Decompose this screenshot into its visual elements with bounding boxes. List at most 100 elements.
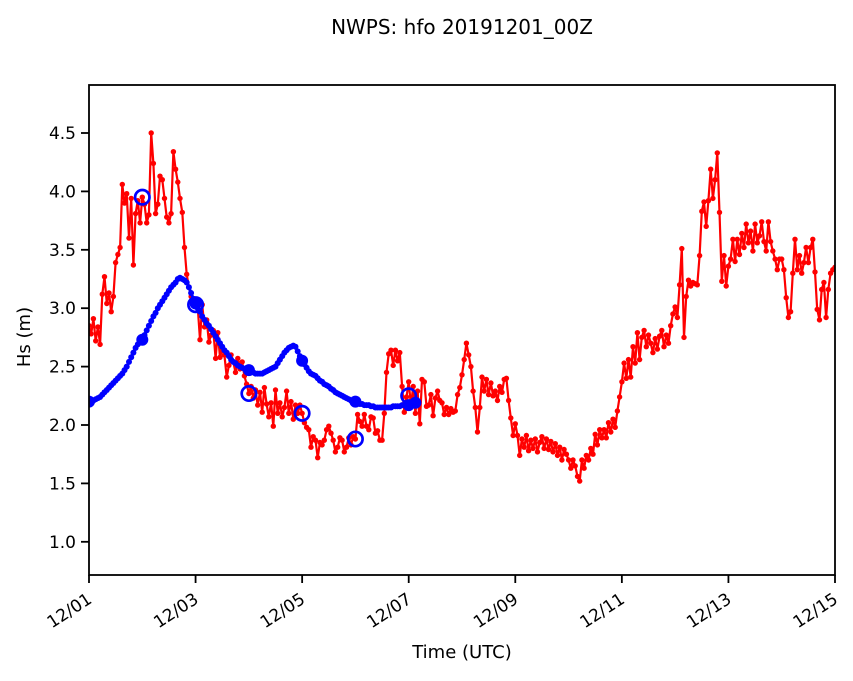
- observed-hs-point: [255, 402, 261, 408]
- observed-hs-point: [514, 432, 521, 439]
- y-tick-label: 4.0: [49, 182, 76, 202]
- observed-hs-point: [474, 429, 481, 435]
- observed-hs-point: [470, 388, 476, 394]
- observed-hs-point: [763, 248, 769, 254]
- observed-hs-point: [714, 150, 720, 156]
- observed-hs-point: [779, 256, 785, 262]
- model-daily-dot: [89, 395, 95, 408]
- model-hs-point: [148, 318, 155, 324]
- observed-hs-point: [674, 314, 681, 321]
- observed-hs-point: [665, 340, 672, 346]
- observed-hs-point: [787, 309, 794, 315]
- observed-hs-point: [485, 391, 492, 398]
- observed-hs-point: [794, 267, 800, 273]
- observed-hs-point: [710, 195, 716, 202]
- observed-hs-point: [161, 195, 168, 202]
- observed-hs-point: [592, 431, 598, 437]
- observed-hs-point: [712, 177, 718, 183]
- observed-hs-point: [570, 457, 576, 463]
- observed-hs-point: [288, 398, 294, 405]
- observed-hs-point: [548, 438, 554, 445]
- observed-hs-point: [388, 347, 394, 353]
- observed-hs-point: [730, 236, 736, 242]
- observed-hs-point: [374, 428, 381, 434]
- observed-hs-point: [97, 341, 103, 348]
- observed-hs-point: [661, 344, 667, 350]
- observed-hs-point: [452, 408, 458, 414]
- observed-hs-point: [825, 286, 831, 293]
- observed-hs-point: [428, 391, 434, 398]
- observed-hs-point: [541, 445, 547, 452]
- y-tick-label: 3.5: [49, 241, 76, 261]
- observed-hs-point: [148, 130, 154, 136]
- observed-hs-point: [819, 286, 825, 293]
- observed-hs-point: [508, 415, 514, 421]
- observed-hs-point: [479, 374, 485, 380]
- observed-hs-point: [466, 352, 472, 358]
- observed-hs-point: [206, 339, 212, 345]
- observed-hs-point: [821, 279, 827, 286]
- observed-hs-point: [634, 330, 641, 336]
- observed-hs-point: [343, 444, 350, 450]
- observed-hs-point: [747, 228, 754, 234]
- observed-hs-point: [461, 356, 467, 363]
- observed-hs-point: [503, 375, 510, 381]
- observed-hs-point: [283, 388, 290, 394]
- observed-hs-point: [459, 372, 465, 378]
- observed-hs-point: [752, 221, 758, 227]
- observed-hs-point: [299, 410, 305, 416]
- observed-hs-point: [177, 195, 183, 202]
- observed-hs-point: [759, 219, 765, 225]
- observed-hs-point: [412, 410, 419, 416]
- observed-hs-point: [741, 244, 747, 251]
- observed-hs-point: [796, 252, 803, 259]
- observed-hs-point: [89, 331, 94, 337]
- y-tick-label: 2.0: [49, 416, 76, 436]
- observed-hs-point: [124, 191, 130, 197]
- observed-hs-point: [306, 427, 312, 433]
- model-hs-point: [188, 290, 195, 296]
- observed-hs-point: [272, 387, 279, 393]
- observed-hs-point: [266, 414, 272, 420]
- observed-hs-point: [792, 236, 798, 242]
- observed-hs-point: [719, 278, 725, 284]
- observed-hs-point: [734, 236, 740, 242]
- observed-hs-point: [172, 166, 179, 172]
- observed-hs-point: [261, 384, 268, 391]
- observed-hs-point: [150, 160, 157, 167]
- model-hs-point: [183, 279, 190, 286]
- x-axis-label: Time (UTC): [411, 642, 512, 663]
- observed-hs-point: [115, 251, 121, 258]
- observed-hs-point: [807, 244, 814, 251]
- observed-hs-point: [166, 220, 172, 226]
- observed-hs-point: [439, 400, 445, 406]
- observed-hs-point: [754, 240, 760, 246]
- observed-hs-point: [370, 415, 376, 421]
- observed-hs-point: [619, 379, 625, 385]
- observed-hs-point: [801, 259, 807, 266]
- observed-hs-point: [359, 423, 365, 429]
- observed-hs-point: [226, 362, 232, 369]
- observed-hs-point: [319, 442, 325, 448]
- observed-hs-point: [805, 259, 812, 266]
- observed-hs-point: [483, 376, 490, 383]
- observed-hs-point: [648, 340, 654, 346]
- observed-hs-point: [505, 397, 512, 404]
- model-hs-point: [126, 358, 132, 365]
- observed-hs-point: [119, 181, 126, 188]
- observed-hs-point: [170, 149, 177, 155]
- observed-hs-point: [765, 219, 772, 225]
- observed-hs-point: [446, 411, 452, 418]
- model-hs-point: [152, 309, 159, 316]
- observed-hs-point: [379, 437, 385, 443]
- model-hs-point: [130, 349, 137, 356]
- observed-hs-point: [534, 449, 541, 455]
- model-hs-point: [128, 354, 135, 361]
- observed-hs-point: [525, 448, 532, 454]
- observed-hs-point: [532, 436, 538, 442]
- observed-hs-point: [383, 369, 390, 376]
- observed-hs-point: [616, 394, 623, 400]
- observed-hs-point: [621, 360, 627, 366]
- observed-hs-point: [581, 465, 587, 471]
